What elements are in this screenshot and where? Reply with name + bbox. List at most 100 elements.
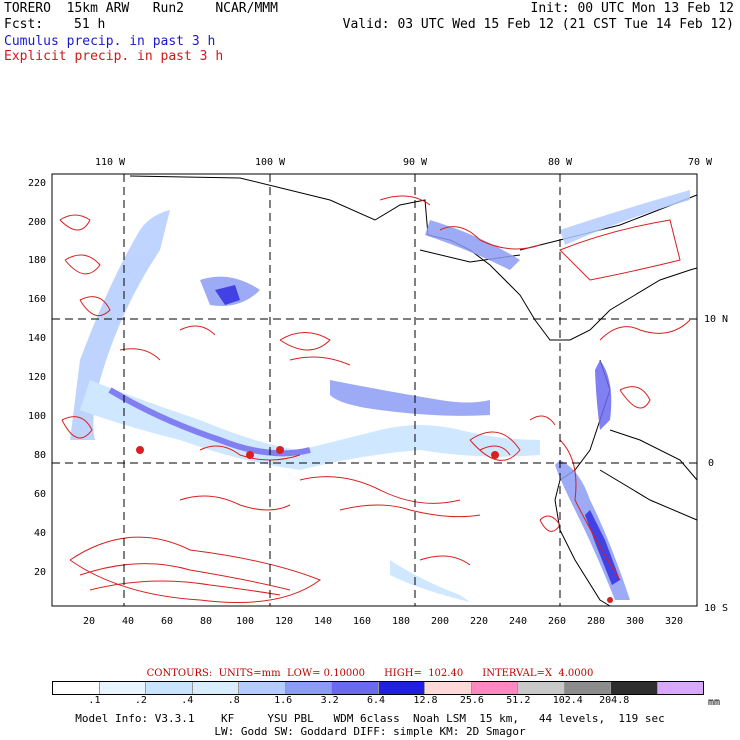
contour [599, 319, 691, 341]
y-tick: 200 [28, 217, 46, 228]
contour [419, 555, 471, 566]
colorbar-swatch [285, 682, 332, 694]
contour [69, 536, 322, 603]
x-tick: 320 [665, 616, 683, 627]
lon-label-90w: 90 W [403, 157, 428, 168]
caribbean-east-blue [560, 190, 690, 245]
colorbar-swatch [192, 682, 239, 694]
contour [619, 386, 651, 409]
contour [89, 580, 281, 596]
caribbean-blue [425, 220, 520, 270]
x-tick: 260 [548, 616, 566, 627]
contour [79, 563, 291, 591]
x-tick: 80 [200, 616, 212, 627]
lat-label-10n: 10 N [704, 314, 728, 325]
x-tick: 40 [122, 616, 134, 627]
x-tick: 240 [509, 616, 527, 627]
contour [339, 504, 481, 518]
contours-summary: CONTOURS: UNITS=mm LOW= 0.10000 HIGH= 10… [146, 668, 594, 679]
x-tick: 160 [353, 616, 371, 627]
contour [59, 214, 91, 231]
y-tick: 160 [28, 294, 46, 305]
contour [559, 219, 681, 281]
colorbar-label: .8 [227, 695, 240, 706]
colorbar-swatch [564, 682, 611, 694]
colorbar-swatch [99, 682, 146, 694]
explicit-precip-contours [59, 195, 691, 603]
itcz-band [80, 380, 540, 470]
y-tick: 120 [28, 372, 46, 383]
south-america-border-1 [609, 429, 698, 481]
contour [469, 431, 521, 461]
lon-label-80w: 80 W [548, 157, 573, 168]
colorbar-swatch [518, 682, 565, 694]
colorbar-swatch [471, 682, 518, 694]
y-tick: 80 [34, 450, 46, 461]
south-blue-patch [390, 560, 470, 602]
contour [289, 356, 351, 366]
contour [179, 495, 291, 511]
colorbar-label: 51.2 [506, 695, 531, 706]
y-axis: 220 200 180 160 140 120 100 80 60 40 20 [28, 178, 46, 578]
colorbar-label: .4 [181, 695, 194, 706]
colorbar-unit: mm [708, 697, 721, 708]
contour [179, 325, 216, 336]
lat-label-10s: 10 S [704, 603, 728, 614]
colombia-blue [595, 360, 612, 430]
x-tick: 60 [161, 616, 173, 627]
colorbar-label: 12.8 [413, 695, 438, 706]
colorbar-swatch [332, 682, 379, 694]
contour [199, 445, 301, 461]
colorbar-label: 25.6 [459, 695, 484, 706]
model-info-line2: LW: Godd SW: Goddard DIFF: simple KM: 2D… [214, 725, 526, 738]
colorbar-label: 1.6 [274, 695, 293, 706]
contour [64, 254, 101, 275]
colorbar [52, 681, 704, 695]
x-tick: 120 [275, 616, 293, 627]
blob-center-north-core [215, 285, 240, 305]
lon-label-70w: 70 W [688, 157, 713, 168]
precip-map: 110 W 100 W 90 W 80 W 70 W [28, 157, 728, 627]
colorbar-label: .1 [88, 695, 101, 706]
contour [379, 195, 431, 206]
central-america-coast [129, 175, 698, 341]
contour [79, 296, 111, 317]
lat-lon-grid [52, 174, 697, 606]
lat-labels: 10 N 0 10 S [704, 314, 728, 614]
x-tick: 100 [236, 616, 254, 627]
band-mid [330, 380, 490, 416]
contour [479, 445, 511, 456]
colorbar-swatch [611, 682, 658, 694]
colorbar-labels: .1 .2 .4 .8 1.6 3.2 6.4 12.8 25.6 51.2 102.4 204.8 [52, 695, 702, 707]
colorbar-swatch [53, 682, 100, 694]
y-tick: 20 [34, 567, 46, 578]
y-tick: 60 [34, 489, 46, 500]
lon-label-110w: 110 W [95, 157, 126, 168]
contour [279, 332, 331, 351]
x-tick: 200 [431, 616, 449, 627]
init-time: Init: 00 UTC Mon 13 Feb 12 [530, 1, 735, 16]
model-info-line1: Model Info: V3.3.1 KF YSU PBL WDM 6class… [75, 712, 665, 725]
south-america-border-2 [599, 469, 698, 521]
model-title: TORERO 15km ARW Run2 NCAR/MMM [4, 1, 278, 16]
x-tick: 220 [470, 616, 488, 627]
contour [529, 415, 556, 426]
forecast-label: Fcst: [4, 17, 44, 32]
lon-label-100w: 100 W [255, 157, 286, 168]
colorbar-label: 102.4 [552, 695, 583, 706]
explicit-legend: Explicit precip. in past 3 h [4, 49, 224, 64]
colorbar-swatch [146, 682, 193, 694]
y-tick: 40 [34, 528, 46, 539]
colorbar-label: 6.4 [367, 695, 386, 706]
colorbar-label: .2 [134, 695, 147, 706]
valid-time: Valid: 03 UTC Wed 15 Feb 12 (21 CST Tue … [342, 17, 734, 32]
colorbar-label: 3.2 [320, 695, 339, 706]
colorbar-swatch [657, 682, 703, 694]
contour-dots [136, 446, 613, 603]
contour [299, 476, 461, 504]
colorbar-swatch [378, 682, 425, 694]
x-tick: 280 [587, 616, 605, 627]
x-tick: 180 [392, 616, 410, 627]
x-tick: 20 [83, 616, 95, 627]
forecast-hours: 51 h [74, 17, 106, 32]
